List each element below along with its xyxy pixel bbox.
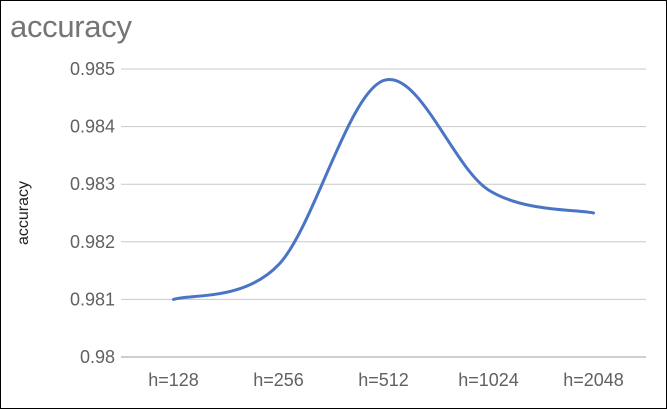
x-tick-label: h=512: [358, 370, 409, 390]
y-tick-label: 0.983: [70, 174, 115, 194]
y-axis-label: accuracy: [15, 181, 32, 245]
chart-title: accuracy: [10, 9, 132, 44]
y-tick-label: 0.981: [70, 289, 115, 309]
x-tick-label: h=1024: [458, 370, 519, 390]
y-tick-label: 0.98: [80, 347, 115, 367]
x-tick-label: h=128: [148, 370, 199, 390]
series-line: [172, 78, 595, 301]
y-tick-label: 0.984: [70, 117, 115, 137]
y-tick-label: 0.985: [70, 59, 115, 79]
x-tick-label: h=2048: [563, 370, 624, 390]
x-tick-label: h=256: [253, 370, 304, 390]
y-tick-label: 0.982: [70, 232, 115, 252]
